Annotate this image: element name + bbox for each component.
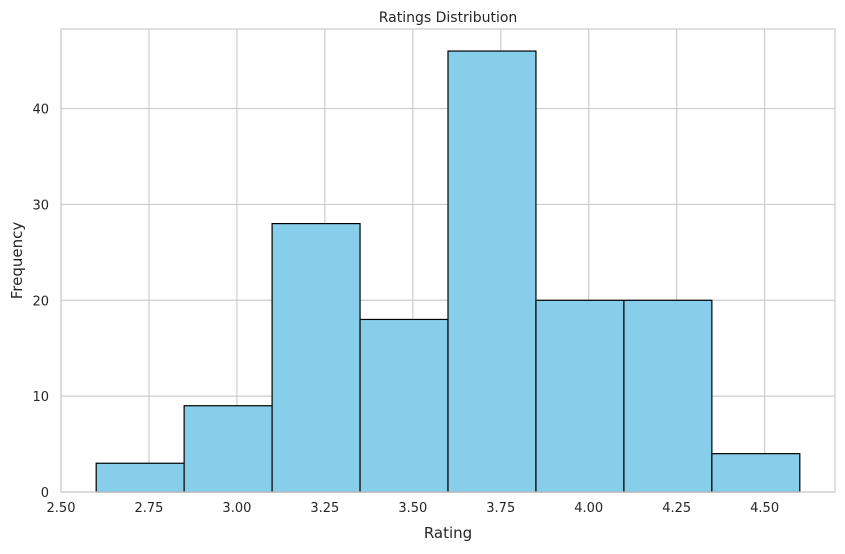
x-tick-label: 4.50 xyxy=(750,501,779,516)
y-tick-label: 40 xyxy=(32,103,49,118)
x-tick-label: 3.25 xyxy=(310,501,339,516)
y-tick-label: 30 xyxy=(32,198,49,213)
x-tick-label: 2.50 xyxy=(47,501,76,516)
x-tick-label: 3.75 xyxy=(486,501,515,516)
histogram-bar xyxy=(447,50,537,493)
x-tick-label: 2.75 xyxy=(134,501,163,516)
x-axis-label: Rating xyxy=(424,524,472,542)
y-tick-label: 0 xyxy=(41,486,49,501)
x-tick-labels: 2.50 2.75 3.00 3.25 3.50 3.75 4.00 4.25 4.50 xyxy=(47,501,780,516)
histogram-bar xyxy=(711,453,801,493)
x-tick-label: 4.25 xyxy=(662,501,691,516)
y-tick-labels: 0 10 20 30 40 xyxy=(32,103,49,501)
chart-title: Ratings Distribution xyxy=(379,10,518,26)
x-tick-label: 4.00 xyxy=(574,501,603,516)
x-tick-label: 3.50 xyxy=(398,501,427,516)
histogram-bar xyxy=(623,299,713,493)
histogram-bar xyxy=(95,462,185,493)
histogram-bar xyxy=(535,299,625,493)
histogram-bar xyxy=(271,222,361,493)
x-tick-label: 3.00 xyxy=(222,501,251,516)
histogram-bar xyxy=(183,405,273,493)
plot-frame xyxy=(60,28,836,493)
y-tick-label: 10 xyxy=(32,390,49,405)
y-axis-label: Frequency xyxy=(8,222,26,300)
y-tick-label: 20 xyxy=(32,294,49,309)
histogram-bars xyxy=(95,50,801,493)
histogram-bar xyxy=(359,318,449,493)
